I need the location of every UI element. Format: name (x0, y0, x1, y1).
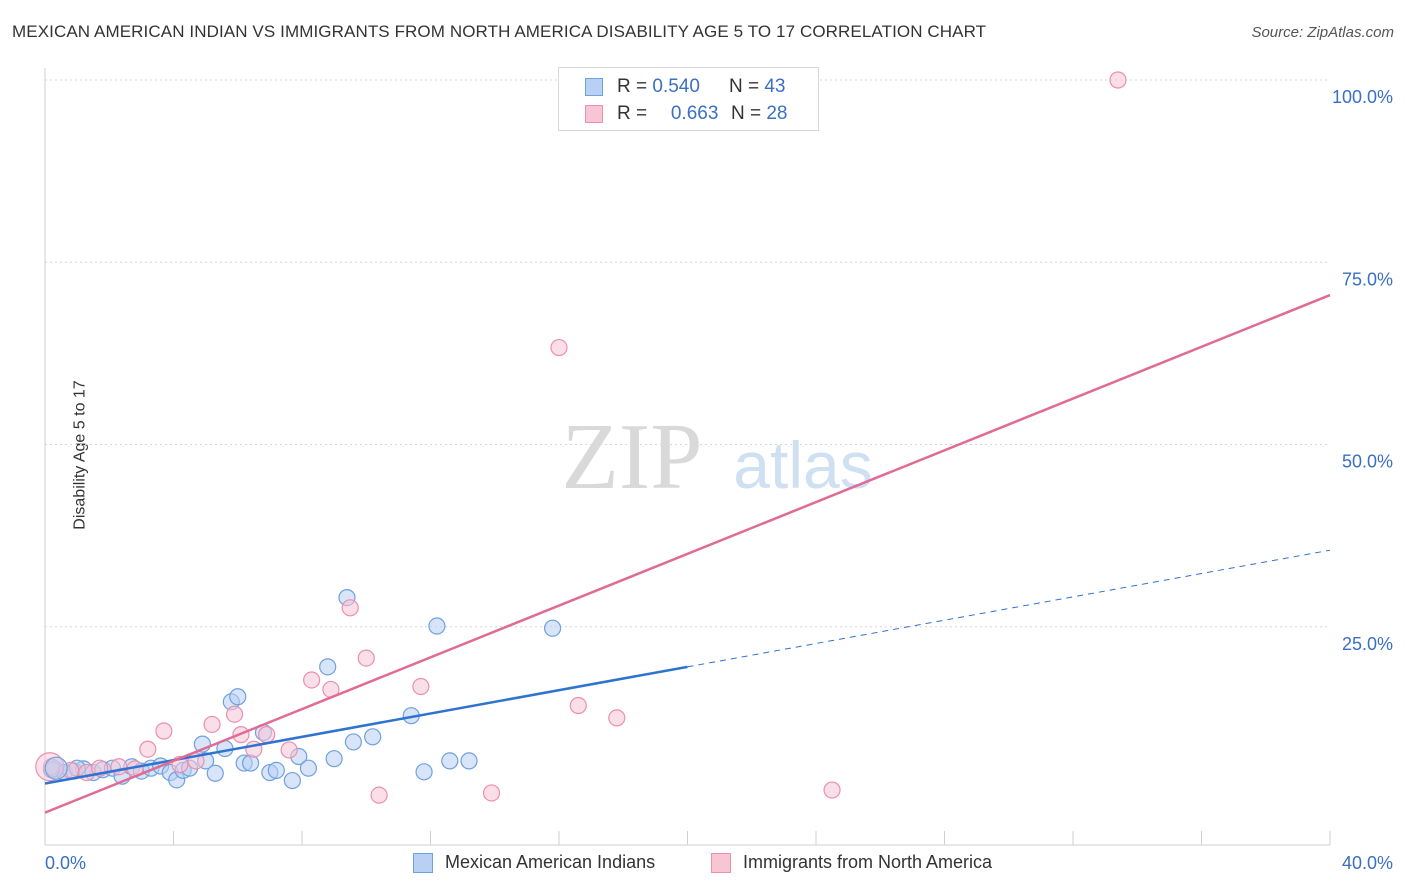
legend-swatch-blue (585, 78, 603, 96)
point-immigrants-from-north-america (357, 649, 375, 667)
point-mexican-american-indians (428, 617, 446, 635)
y-tick-labels: 100.0% 75.0% 50.0% 25.0% (1332, 87, 1393, 654)
x-axis-ticks (173, 831, 1331, 845)
point-mexican-american-indians (267, 761, 285, 779)
point-mexican-american-indians (441, 752, 459, 770)
legend-r-label: R = (617, 76, 648, 97)
watermark-zip: ZIP (562, 405, 703, 509)
point-immigrants-from-north-america (550, 338, 568, 357)
point-immigrants-from-north-america (412, 677, 430, 696)
legend-r-label: R = (617, 103, 648, 124)
series-name: Immigrants from North America (743, 852, 993, 872)
series-legend-item-mexican-american-indians: Mexican American Indians (413, 852, 655, 873)
x-tick-label-min: 0.0% (45, 853, 86, 873)
series-swatch-pink (711, 852, 731, 873)
legend-row-mexican-american-indians: R = 0.540 N = 43 (585, 74, 785, 100)
point-immigrants-from-north-america (139, 740, 157, 758)
point-immigrants-from-north-america (482, 784, 501, 802)
data-points (35, 71, 1127, 804)
y-tick-label: 25.0% (1342, 634, 1393, 654)
point-mexican-american-indians (364, 728, 382, 746)
point-mexican-american-indians (543, 619, 562, 637)
point-immigrants-from-north-america (608, 709, 626, 727)
point-immigrants-from-north-america (823, 781, 841, 799)
watermark-atlas: atlas (733, 428, 872, 502)
point-mexican-american-indians (325, 750, 343, 768)
point-immigrants-from-north-america (280, 741, 298, 759)
legend-row-immigrants-from-north-america: R = 0.663 N = 28 (585, 101, 787, 127)
trend-lines (44, 293, 1331, 814)
trend-line-immigrants-from-north-america (44, 293, 1331, 814)
point-immigrants-from-north-america (303, 671, 321, 689)
point-immigrants-from-north-america (569, 696, 587, 715)
series-name: Mexican American Indians (445, 852, 656, 872)
legend: R = 0.540 N = 43 R = 0.663 N = 28 (558, 67, 819, 131)
series-swatch-blue (413, 852, 433, 873)
legend-n-label: N = (730, 103, 762, 124)
y-tick-label: 100.0% (1332, 87, 1393, 107)
source-label: Source: ZipAtlas.com (1251, 24, 1394, 41)
y-tick-label: 50.0% (1342, 452, 1393, 472)
point-mexican-american-indians (460, 752, 478, 770)
point-immigrants-from-north-america (341, 599, 359, 617)
point-mexican-american-indians (206, 764, 224, 782)
series-legend: Mexican American Indians Immigrants from… (0, 852, 1406, 878)
point-immigrants-from-north-america (155, 722, 173, 740)
legend-swatch-pink (585, 105, 603, 123)
point-mexican-american-indians (415, 763, 433, 781)
legend-n-label: N = (728, 76, 760, 97)
point-mexican-american-indians (319, 658, 337, 676)
point-immigrants-from-north-america (203, 715, 221, 734)
trend-extension-mexican-american-indians (687, 549, 1331, 668)
series-legend-item-immigrants-from-north-america: Immigrants from North America (711, 852, 992, 873)
point-cluster-mexican-american-indians (44, 756, 68, 780)
legend-n-value: 28 (766, 103, 788, 124)
legend-r-value: 0.540 (652, 76, 700, 97)
legend-r-value: 0.663 (670, 103, 719, 124)
x-tick-label-max: 40.0% (1342, 853, 1393, 873)
legend-n-value: 43 (764, 76, 786, 97)
point-mexican-american-indians (344, 733, 362, 751)
point-immigrants-from-north-america (370, 786, 388, 804)
y-tick-label: 75.0% (1342, 269, 1393, 289)
point-mexican-american-indians (283, 771, 301, 790)
point-mexican-american-indians (299, 759, 318, 777)
point-immigrants-from-north-america (258, 726, 276, 744)
point-immigrants-from-north-america (1109, 71, 1127, 89)
point-immigrants-from-north-america (225, 705, 244, 723)
watermark: ZIP atlas (562, 405, 873, 509)
point-mexican-american-indians (229, 688, 247, 706)
trend-line-mexican-american-indians (44, 665, 688, 785)
chart-title: MEXICAN AMERICAN INDIAN VS IMMIGRANTS FR… (12, 22, 987, 41)
